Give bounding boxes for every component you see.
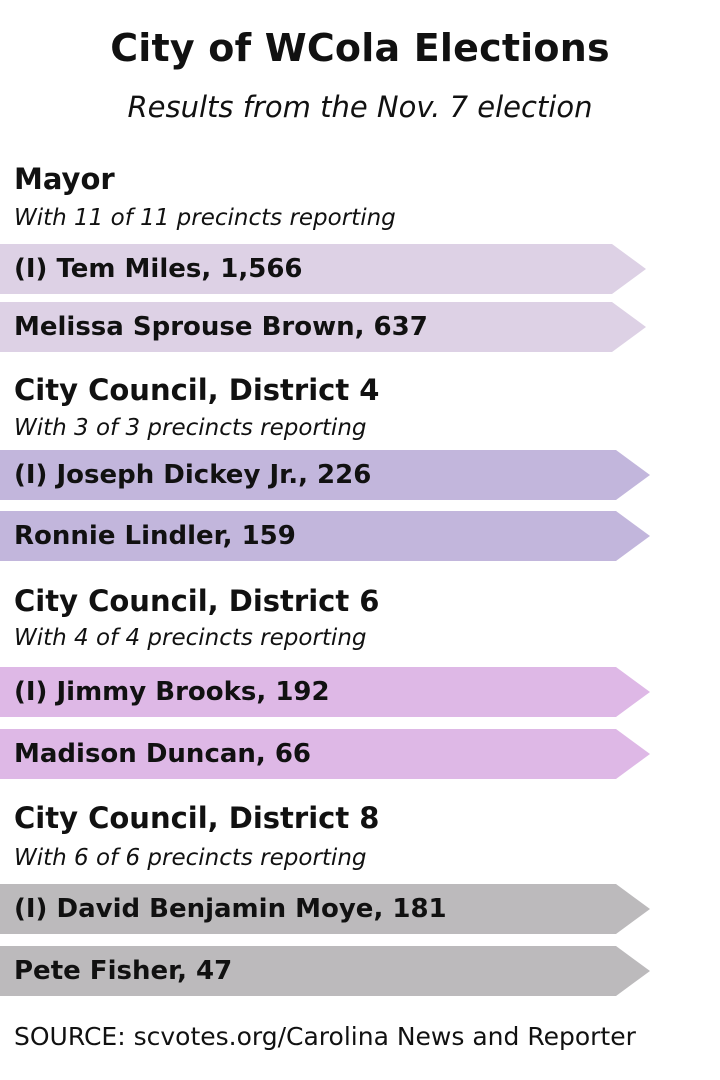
candidate-bar: (I) Jimmy Brooks, 192 — [0, 667, 650, 717]
page-title: City of WCola Elections — [110, 26, 610, 70]
race-title: City Council, District 6 — [14, 584, 380, 618]
race-reporting-note: With 11 of 11 precincts reporting — [14, 205, 396, 231]
candidate-bar: Pete Fisher, 47 — [0, 946, 650, 996]
candidate-bar: (I) Joseph Dickey Jr., 226 — [0, 450, 650, 500]
race-title: Mayor — [14, 162, 115, 196]
candidate-bar: Madison Duncan, 66 — [0, 729, 650, 779]
race-title: City Council, District 8 — [14, 801, 380, 835]
page-subtitle: Results from the Nov. 7 election — [127, 90, 593, 124]
race-reporting-note: With 6 of 6 precincts reporting — [14, 845, 367, 871]
candidate-bar: Melissa Sprouse Brown, 637 — [0, 302, 646, 352]
source-credit: SOURCE: scvotes.org/Carolina News and Re… — [14, 1022, 636, 1051]
race-title: City Council, District 4 — [14, 373, 380, 407]
candidate-bar: (I) David Benjamin Moye, 181 — [0, 884, 650, 934]
candidate-bar: Ronnie Lindler, 159 — [0, 511, 650, 561]
candidate-bar: (I) Tem Miles, 1,566 — [0, 244, 646, 294]
race-reporting-note: With 3 of 3 precincts reporting — [14, 415, 367, 441]
race-reporting-note: With 4 of 4 precincts reporting — [14, 625, 367, 651]
